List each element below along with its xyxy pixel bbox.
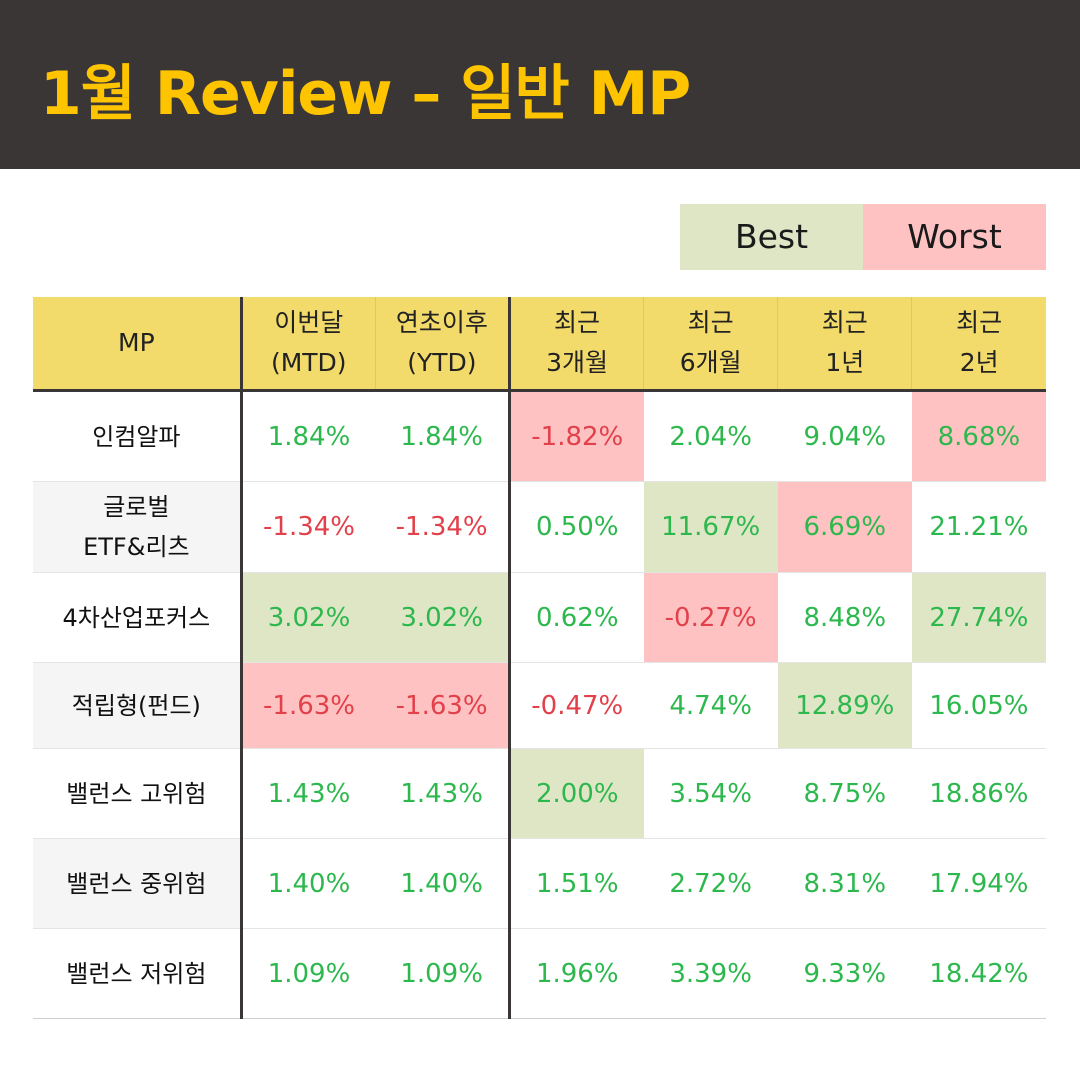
header-3m: 최근 3개월 <box>508 297 644 392</box>
return-cell: 1.84% <box>375 390 511 482</box>
header-line2: 6개월 <box>679 348 742 377</box>
return-cell: 3.54% <box>643 748 778 839</box>
return-cell: 0.62% <box>509 572 644 663</box>
return-cell: 8.31% <box>777 838 912 929</box>
return-cell: 6.69% <box>777 481 912 573</box>
header-1y: 최근 1년 <box>777 297 912 392</box>
header-line2: 2년 <box>959 348 999 377</box>
header-line1: 이번달 <box>274 308 344 337</box>
header-mtd: 이번달 (MTD) <box>240 297 376 392</box>
return-cell: 18.42% <box>911 928 1046 1019</box>
return-cell: 1.43% <box>241 748 376 839</box>
mp-name: 밸런스 중위험 <box>66 869 207 898</box>
mp-name: 밸런스 고위험 <box>66 779 207 808</box>
return-cell: 18.86% <box>911 748 1046 839</box>
header-line1: 최근 <box>687 308 734 337</box>
header-line2: 3개월 <box>546 348 608 377</box>
return-cell: 3.39% <box>643 928 778 1019</box>
table-row: 4차산업포커스 3.02% 3.02% 0.62% -0.27% 8.48% 27.74% <box>33 572 1046 663</box>
mp-name-cell: 글로벌 ETF&리츠 <box>33 481 243 573</box>
return-cell: 1.43% <box>375 748 511 839</box>
header-line2: (YTD) <box>407 348 477 377</box>
title-banner: 1월 Review – 일반 MP <box>0 0 1080 169</box>
return-cell: 16.05% <box>911 662 1046 749</box>
legend-best: Best <box>680 204 863 270</box>
return-cell: 8.68% <box>911 390 1046 482</box>
header-line1: 최근 <box>956 308 1003 337</box>
return-cell: 3.02% <box>241 572 376 663</box>
table-row: 밸런스 저위험 1.09% 1.09% 1.96% 3.39% 9.33% 18.42% <box>33 928 1046 1019</box>
return-cell: 1.96% <box>509 928 644 1019</box>
return-cell: 4.74% <box>643 662 778 749</box>
return-cell: 1.40% <box>375 838 511 929</box>
header-line2: (MTD) <box>270 348 347 377</box>
return-cell: 3.02% <box>375 572 511 663</box>
table-row: 인컴알파 1.84% 1.84% -1.82% 2.04% 9.04% 8.68% <box>33 390 1046 482</box>
header-ytd: 연초이후 (YTD) <box>374 297 511 392</box>
return-cell: -1.82% <box>509 390 644 482</box>
mp-name: 인컴알파 <box>92 422 181 451</box>
mp-name-cell: 밸런스 중위험 <box>33 838 243 929</box>
mp-name: 적립형(펀드) <box>71 691 201 720</box>
header-line2: 1년 <box>825 348 865 377</box>
table-row: 글로벌 ETF&리츠 -1.34% -1.34% 0.50% 11.67% 6.69% 21.… <box>33 481 1046 573</box>
header-2y: 최근 2년 <box>911 297 1046 392</box>
table-row: 밸런스 고위험 1.43% 1.43% 2.00% 3.54% 8.75% 18.86% <box>33 748 1046 839</box>
mp-name: 밸런스 저위험 <box>66 959 207 988</box>
return-cell: 2.04% <box>643 390 778 482</box>
page-title: 1월 Review – 일반 MP <box>40 59 691 129</box>
return-cell: -0.27% <box>643 572 778 663</box>
header-6m: 최근 6개월 <box>643 297 778 392</box>
legend-worst-label: Worst <box>907 217 1002 256</box>
return-cell: 12.89% <box>777 662 912 749</box>
mp-name-cell: 밸런스 고위험 <box>33 748 243 839</box>
mp-performance-table: MP 이번달 (MTD) 연초이후 (YTD) 최근 3개월 최근 6개월 최근… <box>33 297 1046 1019</box>
header-line1: MP <box>118 328 155 357</box>
return-cell: 2.00% <box>509 748 644 839</box>
return-cell: 8.75% <box>777 748 912 839</box>
legend-worst: Worst <box>863 204 1046 270</box>
header-line1: 최근 <box>821 308 868 337</box>
mp-name-cell: 4차산업포커스 <box>33 572 243 663</box>
return-cell: 1.09% <box>241 928 376 1019</box>
return-cell: 0.50% <box>509 481 644 573</box>
return-cell: 1.84% <box>241 390 376 482</box>
header-line1: 최근 <box>554 308 601 337</box>
return-cell: 1.09% <box>375 928 511 1019</box>
return-cell: 9.33% <box>777 928 912 1019</box>
mp-name-cell: 인컴알파 <box>33 390 243 482</box>
mp-name-line2: ETF&리츠 <box>83 533 190 561</box>
return-cell: 8.48% <box>777 572 912 663</box>
return-cell: -1.34% <box>241 481 376 573</box>
return-cell: -1.63% <box>375 662 511 749</box>
return-cell: 1.51% <box>509 838 644 929</box>
return-cell: -1.34% <box>375 481 511 573</box>
return-cell: 9.04% <box>777 390 912 482</box>
table-header-row: MP 이번달 (MTD) 연초이후 (YTD) 최근 3개월 최근 6개월 최근… <box>33 297 1046 392</box>
return-cell: 27.74% <box>911 572 1046 663</box>
mp-name-cell: 밸런스 저위험 <box>33 928 243 1019</box>
header-line1: 연초이후 <box>395 308 488 337</box>
return-cell: 11.67% <box>643 481 778 573</box>
return-cell: 2.72% <box>643 838 778 929</box>
legend-best-label: Best <box>734 217 809 256</box>
table-row: 적립형(펀드) -1.63% -1.63% -0.47% 4.74% 12.89% 16.0… <box>33 662 1046 749</box>
return-cell: -0.47% <box>509 662 644 749</box>
table-row: 밸런스 중위험 1.40% 1.40% 1.51% 2.72% 8.31% 17.94% <box>33 838 1046 929</box>
mp-name-cell: 적립형(펀드) <box>33 662 243 749</box>
return-cell: 17.94% <box>911 838 1046 929</box>
header-mp: MP <box>33 297 243 392</box>
return-cell: -1.63% <box>241 662 376 749</box>
mp-name: 글로벌 <box>103 493 170 521</box>
return-cell: 1.40% <box>241 838 376 929</box>
return-cell: 21.21% <box>911 481 1046 573</box>
mp-name: 4차산업포커스 <box>62 603 211 632</box>
table-body: 인컴알파 1.84% 1.84% -1.82% 2.04% 9.04% 8.68% 글로벌 ET… <box>33 390 1046 1019</box>
